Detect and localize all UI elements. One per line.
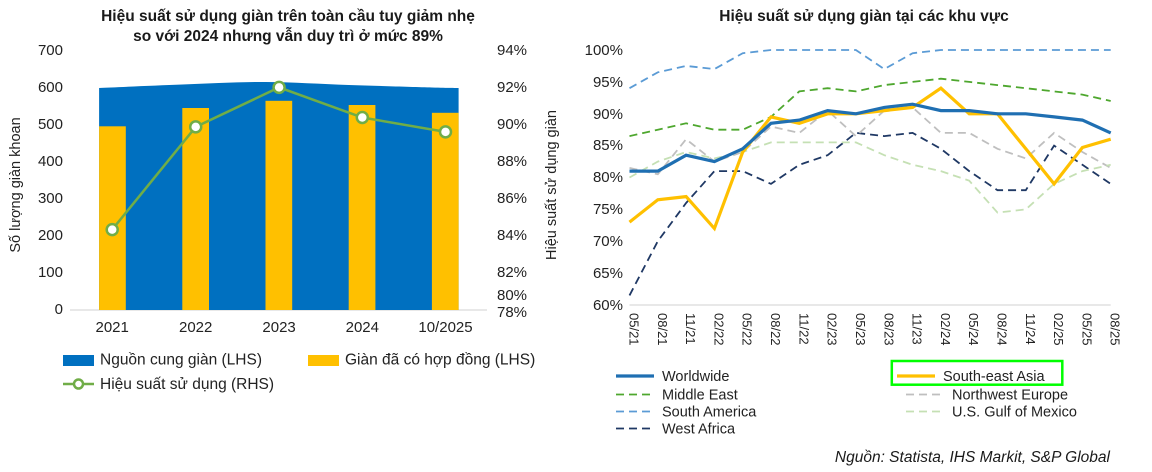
svg-text:02/23: 02/23 xyxy=(825,313,840,346)
svg-text:02/25: 02/25 xyxy=(1051,313,1066,346)
svg-text:05/24: 05/24 xyxy=(966,313,981,346)
svg-text:Worldwide: Worldwide xyxy=(662,369,729,385)
svg-text:02/24: 02/24 xyxy=(938,313,953,346)
svg-text:Hiệu suất sử dụng (RHS): Hiệu suất sử dụng (RHS) xyxy=(100,376,274,393)
svg-text:11/23: 11/23 xyxy=(910,313,925,345)
svg-text:92%: 92% xyxy=(497,79,527,96)
svg-text:600: 600 xyxy=(38,79,63,96)
svg-text:60%: 60% xyxy=(593,297,623,314)
svg-text:70%: 70% xyxy=(593,233,623,250)
svg-text:0: 0 xyxy=(55,301,63,318)
svg-text:U.S. Gulf of Mexico: U.S. Gulf of Mexico xyxy=(952,405,1077,421)
svg-text:08/25: 08/25 xyxy=(1108,313,1123,346)
svg-text:South America: South America xyxy=(662,405,757,421)
svg-text:100: 100 xyxy=(38,264,63,281)
svg-text:08/24: 08/24 xyxy=(995,313,1010,346)
svg-text:75%: 75% xyxy=(593,201,623,218)
svg-text:2022: 2022 xyxy=(179,319,212,336)
svg-text:Northwest Europe: Northwest Europe xyxy=(952,388,1068,404)
svg-text:84%: 84% xyxy=(497,227,527,244)
svg-text:05/25: 05/25 xyxy=(1079,313,1094,346)
svg-text:80%: 80% xyxy=(497,287,527,304)
svg-text:05/22: 05/22 xyxy=(740,313,755,346)
svg-text:Giàn đã có hợp đồng (LHS): Giàn đã có hợp đồng (LHS) xyxy=(345,352,535,369)
svg-text:100%: 100% xyxy=(585,42,623,59)
svg-text:05/23: 05/23 xyxy=(853,313,868,346)
svg-text:90%: 90% xyxy=(593,106,623,123)
svg-text:2023: 2023 xyxy=(262,319,295,336)
svg-text:Nguồn: Statista, IHS Markit, S: Nguồn: Statista, IHS Markit, S&P Global xyxy=(835,449,1111,466)
svg-text:95%: 95% xyxy=(593,74,623,91)
svg-text:Hiệu suất sử dụng giàn: Hiệu suất sử dụng giàn xyxy=(544,110,560,260)
svg-text:200: 200 xyxy=(38,227,63,244)
svg-text:85%: 85% xyxy=(593,137,623,154)
svg-text:65%: 65% xyxy=(593,265,623,282)
svg-text:90%: 90% xyxy=(497,116,527,133)
svg-text:05/21: 05/21 xyxy=(627,313,642,346)
svg-text:West Africa: West Africa xyxy=(662,422,736,438)
svg-text:11/21: 11/21 xyxy=(683,313,698,345)
svg-text:2021: 2021 xyxy=(96,319,129,336)
svg-text:500: 500 xyxy=(38,116,63,133)
svg-text:300: 300 xyxy=(38,190,63,207)
svg-text:08/22: 08/22 xyxy=(768,313,783,346)
svg-text:Số lượng giàn khoan: Số lượng giàn khoan xyxy=(8,117,24,252)
svg-text:11/24: 11/24 xyxy=(1023,313,1038,345)
svg-text:08/23: 08/23 xyxy=(881,313,896,346)
svg-text:02/22: 02/22 xyxy=(711,313,726,346)
svg-text:Nguồn cung giàn (LHS): Nguồn cung giàn (LHS) xyxy=(100,352,262,369)
svg-text:80%: 80% xyxy=(593,169,623,186)
svg-text:94%: 94% xyxy=(497,42,527,59)
svg-text:2024: 2024 xyxy=(346,319,379,336)
svg-text:400: 400 xyxy=(38,153,63,170)
svg-text:08/21: 08/21 xyxy=(655,313,670,346)
svg-text:South-east Asia: South-east Asia xyxy=(943,369,1045,385)
svg-text:10/2025: 10/2025 xyxy=(418,319,472,336)
svg-text:88%: 88% xyxy=(497,153,527,170)
svg-text:86%: 86% xyxy=(497,190,527,207)
svg-text:11/22: 11/22 xyxy=(796,313,811,345)
svg-text:78%: 78% xyxy=(497,304,527,321)
svg-text:Middle East: Middle East xyxy=(662,388,738,404)
svg-text:700: 700 xyxy=(38,42,63,59)
svg-text:82%: 82% xyxy=(497,264,527,281)
